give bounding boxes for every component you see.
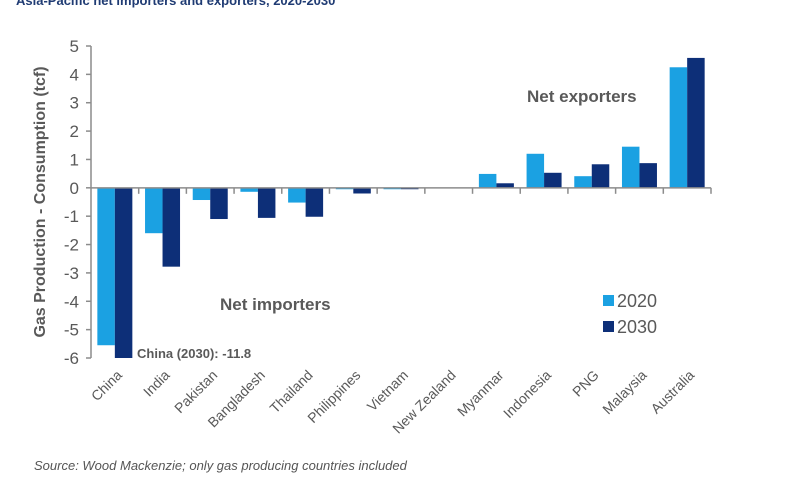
bar-2030-png	[591, 164, 610, 188]
bar-2020-india	[145, 187, 163, 234]
bar-2030-thailand	[305, 187, 324, 217]
legend-swatch-2030	[603, 321, 614, 332]
bar-2030-myanmar	[496, 183, 514, 188]
bar-2020-malaysia	[621, 146, 640, 188]
y-tick-label: 1	[70, 150, 79, 169]
source-note: Source: Wood Mackenzie; only gas produci…	[34, 458, 407, 473]
bar-2020-indonesia	[526, 153, 545, 188]
y-tick-label: -5	[64, 321, 79, 340]
annotation-net-importers: Net importers	[220, 295, 331, 314]
bar-2020-pakistan	[192, 187, 211, 201]
y-tick-label: -3	[64, 264, 79, 283]
bar-2030-india	[162, 187, 181, 267]
bar-2030-philippines	[353, 187, 371, 194]
legend-swatch-2020	[603, 295, 614, 306]
bar-2030-australia	[687, 57, 705, 188]
legend-label-2020: 2020	[617, 291, 657, 311]
bar-2030-indonesia	[544, 172, 562, 188]
bar-2020-png	[574, 176, 592, 188]
y-axis: 5 4 3 2 1 0 -1 -2 -3 -4 -5 -6	[64, 37, 92, 368]
bar-2030-china	[114, 187, 133, 358]
legend: 2020 2030	[603, 291, 657, 337]
bar-2020-thailand	[288, 187, 306, 203]
x-tick-label: Vietnam	[364, 367, 411, 414]
y-tick-label: -6	[64, 349, 79, 368]
chart-title: Asia-Pacific net importers and exporters…	[16, 0, 336, 8]
y-tick-label: 2	[70, 122, 79, 141]
bar-2030-bangladesh	[257, 187, 276, 218]
annotation-china-2030: China (2030): -11.8	[137, 346, 251, 361]
y-tick-label: -2	[64, 236, 79, 255]
legend-label-2030: 2030	[617, 317, 657, 337]
bar-2020-myanmar	[478, 173, 497, 188]
y-tick-label: -4	[64, 292, 79, 311]
bar-2030-pakistan	[210, 187, 228, 220]
y-tick-label: 5	[70, 37, 79, 56]
x-tick-label: PNG	[569, 367, 602, 400]
x-tick-label: Australia	[647, 367, 697, 417]
x-tick-label: India	[140, 367, 173, 400]
x-tick-label: Myanmar	[454, 367, 507, 420]
x-axis: China IndiaPakistanBangladeshThailandPhil…	[88, 187, 712, 436]
y-tick-label: -1	[64, 207, 79, 226]
bar-2030-malaysia	[639, 163, 657, 188]
bar-2020-china	[97, 187, 115, 346]
x-tick-label: Malaysia	[599, 367, 650, 418]
x-tick-label: China	[88, 367, 125, 404]
bar-2020-australia	[669, 67, 688, 188]
y-tick-label: 4	[70, 65, 79, 84]
y-axis-label: Gas Production - Consumption (tcf)	[32, 66, 49, 337]
bar-2020-bangladesh	[240, 187, 258, 192]
x-tick-label: Indonesia	[500, 367, 554, 421]
bars-group	[97, 57, 705, 358]
x-tick-label: Thailand	[266, 367, 315, 416]
y-tick-label: 3	[70, 94, 79, 113]
annotation-net-exporters: Net exporters	[527, 87, 637, 106]
x-tick-label: Pakistan	[171, 367, 220, 416]
y-tick-label: 0	[70, 179, 79, 198]
